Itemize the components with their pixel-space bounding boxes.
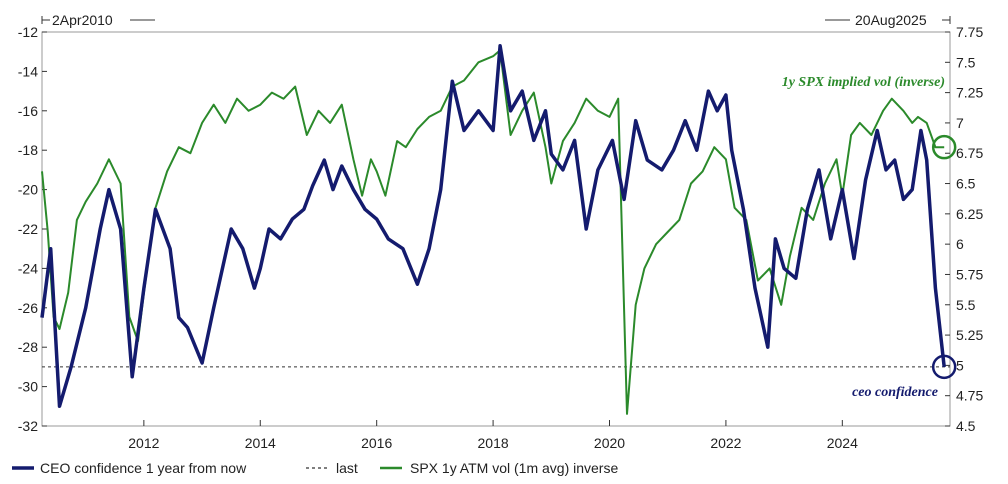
right-tick-label: 7.25 xyxy=(956,85,983,101)
left-tick-label: -26 xyxy=(18,300,38,316)
x-tick-label: 2024 xyxy=(827,435,858,451)
left-tick-label: -22 xyxy=(18,221,38,237)
ceo-annotation: ceo confidence xyxy=(852,385,938,400)
end-date: 20Aug2025 xyxy=(855,12,927,28)
legend-last-label: last xyxy=(336,460,358,476)
date-range-bar: 2Apr2010 20Aug2025 xyxy=(41,12,951,28)
right-tick-label: 7.75 xyxy=(956,24,983,40)
left-axis: -12 -14 -16 -18 -20 -22 -24 -26 -28 -30 -32 xyxy=(18,24,47,434)
ceo-confidence-line xyxy=(40,44,946,409)
x-tick-label: 2018 xyxy=(478,435,509,451)
left-tick-label: -18 xyxy=(18,142,38,158)
x-tick-label: 2022 xyxy=(710,435,741,451)
left-tick-label: -28 xyxy=(18,339,38,355)
right-tick-label: 4.75 xyxy=(956,388,983,404)
legend-ceo-label: CEO confidence 1 year from now xyxy=(40,460,247,476)
right-tick-label: 5 xyxy=(956,357,964,373)
left-tick-label: -32 xyxy=(18,418,38,434)
right-tick-label: 6.75 xyxy=(956,145,983,161)
x-tick-label: 2020 xyxy=(594,435,625,451)
x-axis: 2012 2014 2016 2018 2020 2022 2024 xyxy=(128,420,858,451)
left-tick-label: -12 xyxy=(18,24,38,40)
legend: CEO confidence 1 year from now last SPX … xyxy=(12,460,618,476)
right-tick-label: 4.5 xyxy=(956,418,976,434)
right-tick-label: 7 xyxy=(956,115,964,131)
right-tick-label: 6 xyxy=(956,236,964,252)
left-tick-label: -16 xyxy=(18,103,38,119)
left-tick-label: -20 xyxy=(18,182,38,198)
start-date: 2Apr2010 xyxy=(52,12,113,28)
left-tick-label: -30 xyxy=(18,379,38,395)
left-tick-label: -24 xyxy=(18,260,38,276)
spx-last-marker xyxy=(931,134,957,160)
right-tick-label: 7.5 xyxy=(956,54,976,70)
spx-annotation: 1y SPX implied vol (inverse) xyxy=(782,75,945,90)
spx-vol-line xyxy=(41,49,945,415)
left-tick-label: -14 xyxy=(18,63,38,79)
right-tick-label: 6.25 xyxy=(956,206,983,222)
right-tick-label: 5.5 xyxy=(956,297,976,313)
right-tick-label: 5.75 xyxy=(956,266,983,282)
x-tick-label: 2014 xyxy=(245,435,276,451)
x-tick-label: 2016 xyxy=(361,435,392,451)
right-tick-label: 5.25 xyxy=(956,327,983,343)
right-tick-label: 6.5 xyxy=(956,176,976,192)
x-tick-label: 2012 xyxy=(128,435,159,451)
ceo-last-marker xyxy=(931,354,957,380)
right-axis: 7.75 7.5 7.25 7 6.75 6.5 6.25 6 5.75 5.5 5.25 5 4.75… xyxy=(945,24,983,434)
legend-spx-label: SPX 1y ATM vol (1m avg) inverse xyxy=(410,460,618,476)
